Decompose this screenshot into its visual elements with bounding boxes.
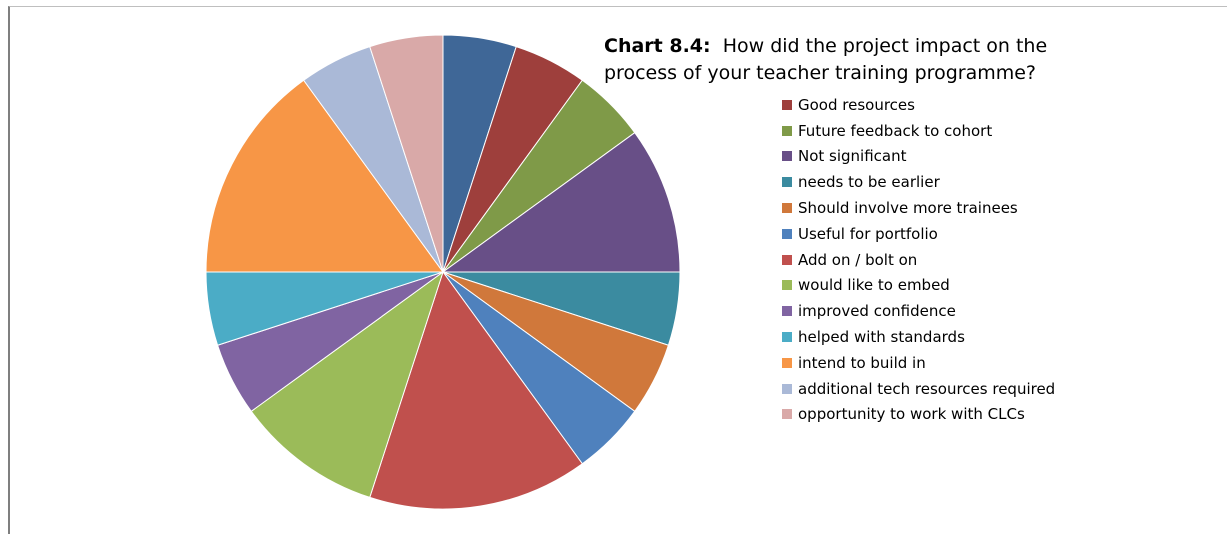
legend-swatch <box>782 99 792 110</box>
legend-label: additional tech resources required <box>798 379 1056 398</box>
legend-swatch <box>782 332 792 343</box>
chart-frame <box>8 6 1227 534</box>
legend-label: Useful for portfolio <box>798 224 938 243</box>
legend-label: Not significant <box>798 147 907 166</box>
legend-item: would like to embed <box>782 273 1055 299</box>
chart-title: Chart 8.4: How did the project impact on… <box>604 33 1124 87</box>
legend-label: would like to embed <box>798 276 950 295</box>
legend-item: Add on / bolt on <box>782 247 1055 273</box>
legend-label: Future feedback to cohort <box>798 121 993 140</box>
legend-item: Useful for portfolio <box>782 221 1055 247</box>
legend-swatch <box>782 254 792 265</box>
legend-label: helped with standards <box>798 328 965 347</box>
legend-swatch <box>782 409 792 420</box>
legend-label: intend to build in <box>798 353 926 372</box>
legend-swatch <box>782 383 792 394</box>
legend-swatch <box>782 306 792 317</box>
legend-label: Add on / bolt on <box>798 250 918 269</box>
legend-item: improved confidence <box>782 298 1055 324</box>
legend-swatch <box>782 151 792 162</box>
chart-title-prefix: Chart 8.4: <box>604 35 711 57</box>
pie-slice-13 <box>369 34 444 273</box>
pie-slice-7 <box>369 270 584 510</box>
pie-slice-3 <box>441 131 681 273</box>
legend-label: improved confidence <box>798 302 956 321</box>
legend-item: intend to build in <box>782 350 1055 376</box>
legend-item: Good resources <box>782 92 1055 118</box>
legend-label: Good resources <box>798 95 915 114</box>
legend-item: Future feedback to cohort <box>782 118 1055 144</box>
chart-title-text: How did the project impact on the proces… <box>604 35 1048 84</box>
legend-swatch <box>782 177 792 188</box>
legend-label: opportunity to work with CLCs <box>798 405 1025 424</box>
legend-label: needs to be earlier <box>798 173 940 192</box>
legend-item: Not significant <box>782 144 1055 170</box>
legend-swatch <box>782 228 792 239</box>
legend-item: opportunity to work with CLCs <box>782 402 1055 428</box>
pie-slice-11 <box>205 79 444 273</box>
legend-label: Should involve more trainees <box>798 199 1018 218</box>
legend-item: additional tech resources required <box>782 376 1055 402</box>
pie-chart <box>205 34 681 510</box>
legend-swatch <box>782 125 792 136</box>
legend-item: helped with standards <box>782 324 1055 350</box>
chart-legend: Good resources Future feedback to cohort N… <box>782 92 1055 427</box>
legend-item: needs to be earlier <box>782 169 1055 195</box>
legend-item: Should involve more trainees <box>782 195 1055 221</box>
legend-swatch <box>782 357 792 368</box>
legend-swatch <box>782 203 792 214</box>
pie-slice-8 <box>250 270 444 499</box>
legend-swatch <box>782 280 792 291</box>
